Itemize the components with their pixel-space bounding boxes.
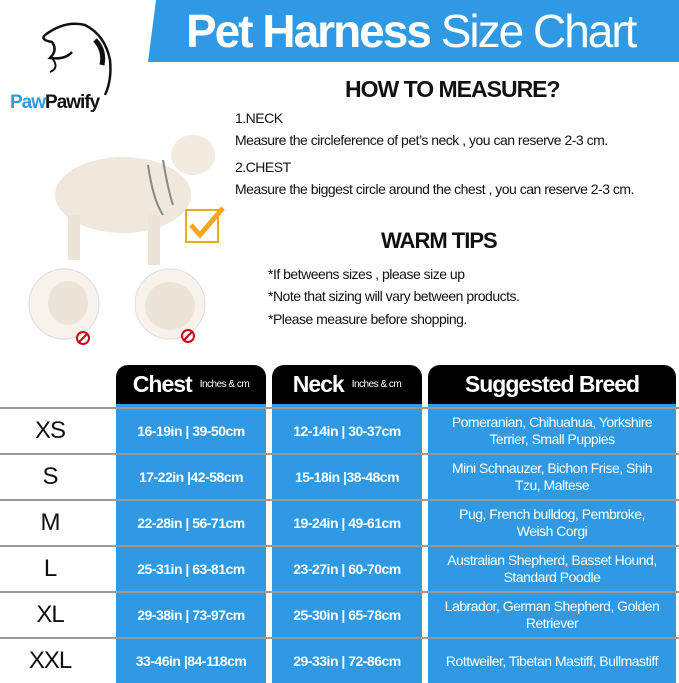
table-row: L 25-31in | 63-81cm 23-27in | 60-70cm Austr… [0, 545, 679, 591]
brand-part1: Paw [10, 92, 46, 113]
chest-cell: 25-31in | 63-81cm [116, 547, 266, 591]
wrong-fit-images [28, 268, 206, 345]
chest-header: Chest Inches & cm [116, 365, 266, 407]
warm-tips-heading: WARM TIPS [381, 228, 498, 253]
breed-cell: Pug, French bulldog, Pembroke, Weish Cor… [428, 501, 676, 545]
neck-cell: 29-33in | 72-86cm [272, 639, 422, 683]
breed-cell: Rottweiler, Tibetan Mastiff, Bullmastiff [428, 639, 676, 683]
size-label: M [40, 509, 61, 536]
title-light: Size Chart [440, 5, 638, 57]
brand-logo: PawPawify [10, 92, 100, 114]
table-row: XS 16-19in | 39-50cm 12-14in | 30-37cm Pome… [0, 407, 679, 453]
neck-header-unit: Inches & cm [351, 379, 402, 390]
neck-text: Measure the circleference of pet’s neck … [235, 132, 608, 148]
neck-cell: 19-24in | 49-61cm [272, 501, 422, 545]
tip-item: *Please measure before shopping. [268, 311, 467, 327]
size-label: S [42, 463, 58, 490]
chest-cell: 17-22in |42-58cm [116, 455, 266, 499]
table-row: XL 29-38in | 73-97cm 25-30in | 65-78cm Labr… [0, 591, 679, 637]
dog-harness-image [55, 135, 225, 265]
table-row: XXL 33-46in |84-118cm 29-33in | 72-86cm Rot… [0, 637, 679, 683]
breed-header-label: Suggested Breed [464, 371, 640, 397]
breed-cell: Pomeranian, Chihuahua, Yorkshire Terrier… [428, 409, 676, 453]
title-bold: Pet Harness [186, 5, 432, 57]
chest-cell: 16-19in | 39-50cm [116, 409, 266, 453]
neck-header: Neck Inches & cm [272, 365, 422, 407]
dog-logo-icon [42, 22, 112, 96]
chest-cell: 33-46in |84-118cm [116, 639, 266, 683]
chest-text: Measure the biggest circle around the ch… [235, 181, 634, 197]
breed-cell: Australian Shepherd, Basset Hound, Stand… [428, 547, 676, 591]
chest-cell: 22-28in | 56-71cm [116, 501, 266, 545]
size-label: XL [36, 601, 64, 628]
size-label: L [43, 555, 57, 582]
tip-item: *Note that sizing will vary between prod… [268, 288, 520, 304]
brand-part2: Pawify [45, 92, 100, 113]
tip-item: *If betweens sizes , please size up [268, 266, 465, 282]
how-to-measure-heading: HOW TO MEASURE? [345, 76, 561, 102]
size-label: XS [34, 417, 66, 444]
neck-label: 1.NECK [235, 110, 283, 126]
neck-cell: 12-14in | 30-37cm [272, 409, 422, 453]
chest-header-unit: Inches & cm [199, 379, 250, 390]
neck-header-label: Neck [292, 371, 345, 397]
title-banner [148, 0, 679, 62]
breed-cell: Labrador, German Shepherd, Golden Retrie… [428, 593, 676, 637]
page-title: Pet Harness Size Chart [186, 4, 638, 58]
neck-cell: 23-27in | 60-70cm [272, 547, 422, 591]
chest-label: 2.CHEST [235, 159, 291, 175]
neck-cell: 15-18in |38-48cm [272, 455, 422, 499]
table-row: M 22-28in | 56-71cm 19-24in | 49-61cm Pug, … [0, 499, 679, 545]
breed-cell: Mini Schnauzer, Bichon Frise, Shih Tzu, … [428, 455, 676, 499]
breed-header: Suggested Breed [428, 365, 676, 407]
size-label: XXL [28, 647, 72, 674]
neck-cell: 25-30in | 65-78cm [272, 593, 422, 637]
table-row: S 17-22in |42-58cm 15-18in |38-48cm Mini Sc… [0, 453, 679, 499]
chest-cell: 29-38in | 73-97cm [116, 593, 266, 637]
chest-header-label: Chest [132, 371, 193, 397]
